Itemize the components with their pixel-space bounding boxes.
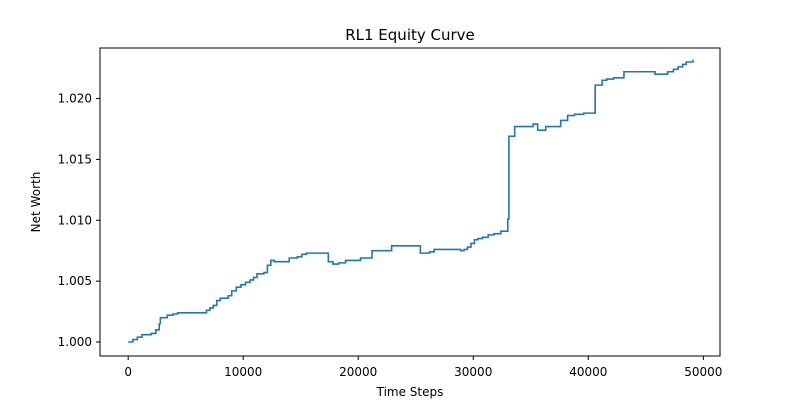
x-axis: 0 10000 20000 30000 40000 50000 bbox=[124, 356, 722, 379]
chart-title: RL1 Equity Curve bbox=[345, 26, 475, 44]
x-tick-label: 20000 bbox=[339, 365, 377, 379]
x-tick-label: 50000 bbox=[684, 365, 722, 379]
axes-frame bbox=[99, 47, 721, 357]
y-tick-label: 1.015 bbox=[58, 152, 92, 166]
y-tick-label: 1.005 bbox=[58, 274, 92, 288]
y-axis-label: Net Worth bbox=[29, 172, 43, 233]
y-tick-label: 1.010 bbox=[58, 213, 92, 227]
y-tick-label: 1.000 bbox=[58, 335, 92, 349]
series-line-0 bbox=[128, 59, 694, 343]
y-tick-label: 1.020 bbox=[58, 92, 92, 106]
x-tick-label: 0 bbox=[124, 365, 132, 379]
x-tick-label: 30000 bbox=[454, 365, 492, 379]
x-axis-label: Time Steps bbox=[376, 385, 444, 399]
x-tick-label: 40000 bbox=[569, 365, 607, 379]
plot-area bbox=[128, 59, 694, 343]
y-axis: 1.000 1.005 1.010 1.015 1.020 bbox=[58, 92, 100, 349]
x-tick-label: 10000 bbox=[224, 365, 262, 379]
